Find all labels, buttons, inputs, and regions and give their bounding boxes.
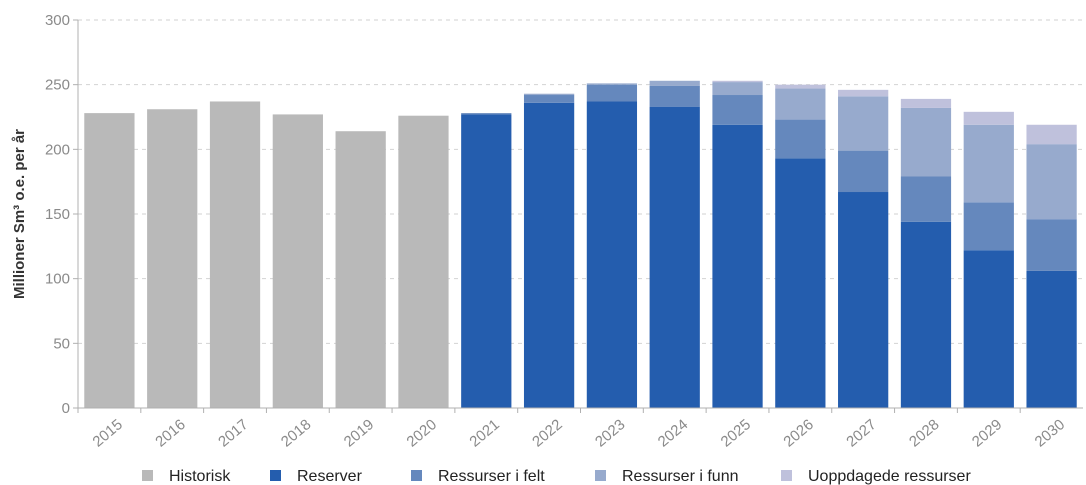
x-tick-label: 2027 (843, 416, 879, 450)
bar-segment (1026, 219, 1077, 271)
bar-segment (649, 106, 700, 409)
legend-label: Ressurser i funn (622, 468, 739, 485)
bar-segment (398, 115, 449, 408)
y-tick-label: 200 (45, 141, 70, 158)
y-tick-labels: 0 50 100 150 200 250 300 (45, 12, 78, 417)
x-tick-labels: 2015 2016 2017 2018 2019 2020 2021 2022 2023 2024… (77, 408, 1068, 451)
x-tick-label: 2017 (215, 416, 251, 450)
legend-swatch (411, 470, 422, 481)
bar-segment (838, 192, 889, 408)
legend-swatch (270, 470, 281, 481)
legend-label: Uoppdagede ressurser (808, 468, 971, 485)
bar-segment (775, 88, 826, 120)
y-tick-label: 50 (53, 335, 70, 352)
bar-segment (712, 82, 763, 96)
bar-segment (586, 83, 638, 85)
x-tick-label: 2016 (152, 416, 188, 450)
x-tick-label: 2030 (1032, 416, 1068, 450)
bar-segment (900, 98, 952, 108)
x-tick-label: 2018 (278, 416, 314, 450)
bar-segment (1026, 144, 1077, 220)
bar-segment (900, 107, 952, 177)
y-tick-label: 300 (45, 12, 70, 29)
bar-segment (461, 113, 512, 115)
x-tick-label: 2023 (592, 416, 628, 450)
bar-segment (900, 221, 952, 408)
bar-segment (461, 114, 512, 408)
bar-segment (775, 119, 826, 159)
bar-segment (838, 96, 889, 151)
x-tick-label: 2024 (655, 416, 691, 450)
legend-swatch (595, 470, 606, 481)
x-tick-label: 2021 (466, 416, 502, 450)
legend-swatch (142, 470, 153, 481)
bar-segment (712, 124, 763, 408)
bar-segment (963, 111, 1014, 125)
bar-segment (1026, 270, 1077, 408)
bar-segment (586, 84, 638, 102)
bar-segment (523, 95, 575, 103)
bar-segment (900, 176, 952, 222)
y-tick-label: 250 (45, 77, 70, 94)
legend-label: Historisk (169, 468, 231, 485)
bar-segment (775, 158, 826, 408)
y-tick-label: 0 (62, 400, 70, 417)
bar-segment (775, 84, 826, 89)
x-tick-label: 2029 (969, 416, 1005, 450)
bar-segment (272, 114, 323, 408)
bar-segment (523, 93, 575, 96)
x-tick-label: 2015 (89, 416, 125, 450)
x-tick-label: 2025 (718, 416, 754, 450)
bar-segment (649, 80, 700, 86)
bar-segment (649, 85, 700, 107)
bar-segment (712, 95, 763, 125)
bar-segment (586, 101, 638, 408)
legend-swatch (781, 470, 792, 481)
bar-segment (147, 109, 198, 409)
bar-segment (963, 250, 1014, 408)
bar-segment (963, 124, 1014, 203)
x-tick-label: 2028 (906, 416, 942, 450)
x-tick-label: 2022 (529, 416, 565, 450)
bar-segment (838, 89, 889, 97)
bar-segment (712, 80, 763, 83)
bar-segment (963, 202, 1014, 251)
y-tick-label: 100 (45, 271, 70, 288)
x-tick-label: 2026 (780, 416, 816, 450)
y-axis-title: Millioner Sm³ o.e. per år (11, 129, 28, 299)
y-tick-label: 150 (45, 206, 70, 223)
x-tick-label: 2020 (404, 416, 440, 450)
legend: Historisk Reserver Ressurser i felt Ressurs… (142, 468, 971, 485)
x-tick-label: 2019 (341, 416, 377, 450)
bar-segment (523, 102, 575, 409)
bar-segment (84, 113, 135, 409)
legend-label: Ressurser i felt (438, 468, 545, 485)
legend-label: Reserver (297, 468, 363, 485)
bar-segment (838, 150, 889, 193)
bar-segment (1026, 124, 1077, 145)
bars (84, 80, 1077, 409)
bar-segment (209, 101, 261, 408)
bar-segment (335, 131, 386, 408)
